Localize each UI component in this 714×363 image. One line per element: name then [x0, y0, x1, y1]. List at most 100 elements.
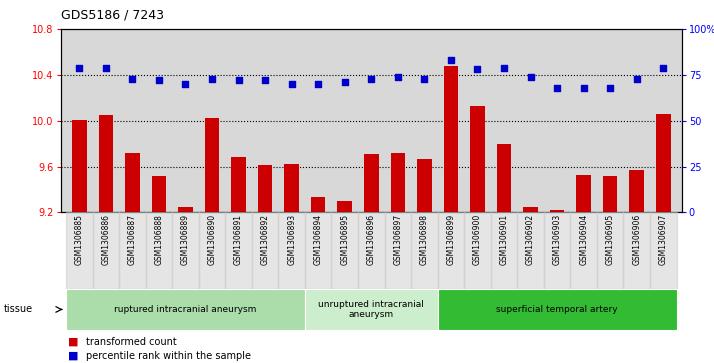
Bar — [411, 212, 438, 289]
Bar — [66, 289, 305, 330]
Point — [392, 74, 403, 79]
Point — [551, 85, 563, 91]
Bar — [497, 144, 511, 212]
Text: GSM1306894: GSM1306894 — [313, 214, 323, 265]
Bar — [597, 212, 623, 289]
Text: GSM1306898: GSM1306898 — [420, 214, 429, 265]
Bar — [258, 166, 273, 212]
Text: GSM1306885: GSM1306885 — [75, 214, 84, 265]
Point — [631, 76, 643, 81]
Bar — [517, 212, 544, 289]
Text: GSM1306899: GSM1306899 — [446, 214, 456, 265]
Text: GSM1306886: GSM1306886 — [101, 214, 111, 265]
Text: GDS5186 / 7243: GDS5186 / 7243 — [61, 9, 164, 22]
Bar — [231, 157, 246, 212]
Bar — [151, 176, 166, 212]
Bar — [570, 212, 597, 289]
Text: GSM1306905: GSM1306905 — [605, 214, 615, 265]
Text: GSM1306902: GSM1306902 — [526, 214, 535, 265]
Bar — [650, 212, 677, 289]
Point — [525, 74, 536, 79]
Point — [578, 85, 589, 91]
Bar — [358, 212, 385, 289]
Point — [100, 65, 111, 70]
Bar — [198, 212, 226, 289]
Bar — [576, 175, 591, 212]
Point — [74, 65, 85, 70]
Point — [418, 76, 430, 81]
Point — [259, 77, 271, 83]
Point — [658, 65, 669, 70]
Bar — [630, 170, 644, 212]
Point — [366, 76, 377, 81]
Point — [126, 76, 138, 81]
Bar — [417, 159, 432, 212]
Bar — [99, 115, 113, 212]
Bar — [278, 212, 305, 289]
Bar — [284, 164, 299, 212]
Text: ■: ■ — [68, 351, 79, 361]
Text: GSM1306890: GSM1306890 — [208, 214, 216, 265]
Bar — [623, 212, 650, 289]
Bar — [146, 212, 172, 289]
Bar — [305, 289, 438, 330]
Text: GSM1306896: GSM1306896 — [367, 214, 376, 265]
Bar — [491, 212, 517, 289]
Bar — [252, 212, 278, 289]
Bar — [66, 212, 93, 289]
Text: GSM1306895: GSM1306895 — [341, 214, 349, 265]
Text: superficial temporal artery: superficial temporal artery — [496, 305, 618, 314]
Text: GSM1306888: GSM1306888 — [154, 214, 164, 265]
Bar — [364, 154, 378, 212]
Bar — [464, 212, 491, 289]
Text: transformed count: transformed count — [86, 337, 176, 347]
Text: tissue: tissue — [4, 305, 33, 314]
Bar — [72, 119, 86, 212]
Point — [286, 81, 297, 87]
Bar — [119, 212, 146, 289]
Text: percentile rank within the sample: percentile rank within the sample — [86, 351, 251, 361]
Bar — [438, 212, 464, 289]
Point — [233, 77, 244, 83]
Text: GSM1306900: GSM1306900 — [473, 214, 482, 265]
Bar — [443, 66, 458, 212]
Bar — [93, 212, 119, 289]
Bar — [172, 212, 198, 289]
Bar — [331, 212, 358, 289]
Point — [498, 65, 510, 70]
Text: GSM1306906: GSM1306906 — [632, 214, 641, 265]
Bar — [305, 212, 331, 289]
Text: GSM1306897: GSM1306897 — [393, 214, 402, 265]
Point — [180, 81, 191, 87]
Bar — [311, 197, 326, 212]
Bar — [470, 106, 485, 212]
Text: GSM1306887: GSM1306887 — [128, 214, 137, 265]
Bar — [550, 210, 564, 212]
Text: GSM1306891: GSM1306891 — [234, 214, 243, 265]
Point — [206, 76, 218, 81]
Text: GSM1306904: GSM1306904 — [579, 214, 588, 265]
Text: GSM1306893: GSM1306893 — [287, 214, 296, 265]
Bar — [178, 207, 193, 212]
Bar — [125, 153, 140, 212]
Point — [472, 66, 483, 72]
Bar — [523, 207, 538, 212]
Text: GSM1306901: GSM1306901 — [500, 214, 508, 265]
Bar — [205, 118, 219, 212]
Bar — [603, 176, 618, 212]
Point — [446, 57, 457, 63]
Text: ruptured intracranial aneurysm: ruptured intracranial aneurysm — [114, 305, 256, 314]
Bar — [544, 212, 570, 289]
Point — [605, 85, 616, 91]
Bar — [438, 289, 677, 330]
Text: GSM1306907: GSM1306907 — [659, 214, 668, 265]
Text: GSM1306892: GSM1306892 — [261, 214, 270, 265]
Text: ■: ■ — [68, 337, 79, 347]
Bar — [338, 201, 352, 212]
Point — [313, 81, 324, 87]
Bar — [385, 212, 411, 289]
Point — [339, 79, 351, 85]
Text: GSM1306903: GSM1306903 — [553, 214, 562, 265]
Bar — [226, 212, 252, 289]
Text: GSM1306889: GSM1306889 — [181, 214, 190, 265]
